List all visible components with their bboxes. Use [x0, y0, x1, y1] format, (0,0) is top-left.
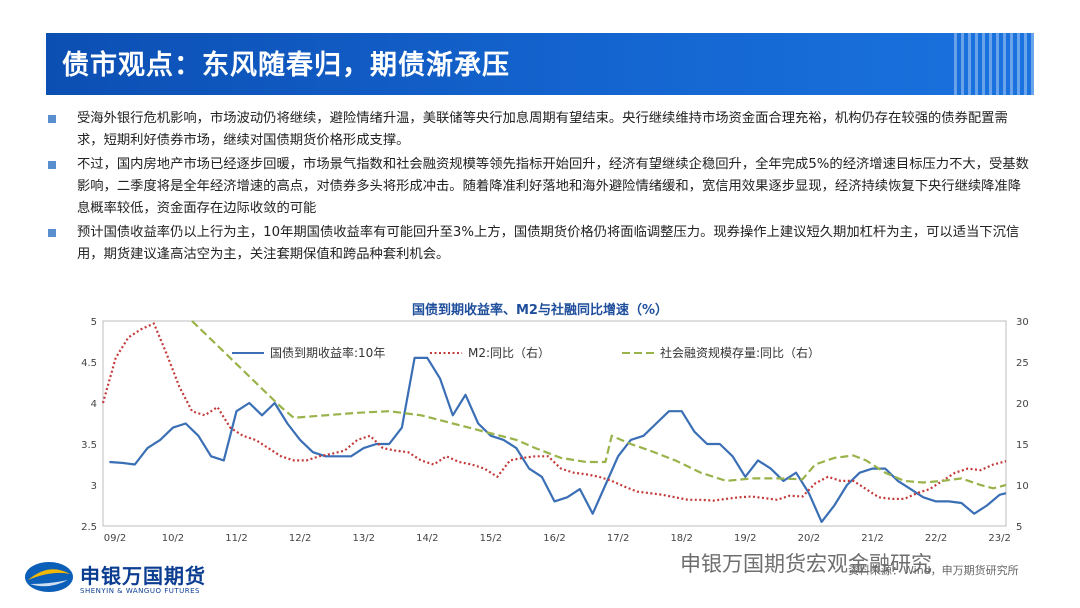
- bullet-square-icon: [48, 115, 56, 123]
- y-left-tick-label: 5: [91, 317, 97, 328]
- legend-label: 社会融资规模存量:同比（右）: [660, 345, 820, 360]
- bullet-item: 预计国债收益率仍以上行为主，10年期国债收益率有可能回升至3%上方，国债期货价格…: [44, 222, 1034, 266]
- logo-english-name: SHENYIN & WANGUO FUTURES: [80, 587, 200, 595]
- x-tick-label: 10/2: [162, 533, 184, 544]
- plot-frame: [102, 320, 1007, 527]
- x-tick-label: 19/2: [734, 533, 756, 544]
- bullet-item: 不过，国内房地产市场已经逐步回暖，市场景气指数和社会融资规模等领先指标开始回升，…: [44, 154, 1034, 220]
- bullet-text: 受海外银行危机影响，市场波动仍将继续，避险情绪升温，美联储等央行加息周期有望结束…: [77, 111, 1008, 148]
- y-left-tick-label: 3.5: [81, 440, 97, 451]
- legend-label: M2:同比（右）: [468, 345, 550, 360]
- company-logo: 申银万国期货 SHENYIN & WANGUO FUTURES: [24, 556, 224, 600]
- series-line-3: [191, 320, 1007, 490]
- bullet-square-icon: [48, 161, 56, 169]
- y-right-tick-label: 10: [1016, 481, 1029, 492]
- y-right-tick-label: 20: [1016, 399, 1029, 410]
- x-tick-label: 16/2: [543, 533, 565, 544]
- source-note: 资料来源：Wind，申万期货研究所: [848, 564, 1019, 577]
- legend-label: 国债到期收益率:10年: [270, 345, 385, 360]
- x-tick-label: 12/2: [289, 533, 311, 544]
- y-left-tick-label: 4.5: [81, 358, 97, 369]
- y-right-tick-label: 15: [1016, 440, 1029, 451]
- bullet-text: 不过，国内房地产市场已经逐步回暖，市场景气指数和社会融资规模等领先指标开始回升，…: [77, 157, 1029, 216]
- bullet-list: 受海外银行危机影响，市场波动仍将继续，避险情绪升温，美联储等央行加息周期有望结束…: [44, 108, 1034, 268]
- y-right-tick-label: 25: [1016, 358, 1029, 369]
- y-left-tick-label: 3: [91, 481, 97, 492]
- slide-title: 债市观点：东风随春归，期债渐承压: [62, 50, 510, 81]
- header-stripes: [954, 33, 1034, 95]
- bullet-square-icon: [48, 229, 56, 237]
- logo-chinese-name: 申银万国期货: [80, 564, 206, 588]
- logo-emblem-icon: [25, 562, 73, 592]
- x-tick-label: 18/2: [670, 533, 692, 544]
- series-line-2: [101, 322, 1007, 502]
- x-tick-label: 21/2: [861, 533, 883, 544]
- watermark-text: 申银万国期货宏观金融研究: [680, 552, 932, 576]
- slide-header: 债市观点：东风随春归，期债渐承压: [46, 33, 1034, 95]
- x-tick-label: 17/2: [607, 533, 629, 544]
- x-tick-label: 15/2: [480, 533, 502, 544]
- x-tick-label: 23/2: [988, 533, 1010, 544]
- x-tick-label: 13/2: [352, 533, 374, 544]
- bullet-item: 受海外银行危机影响，市场波动仍将继续，避险情绪升温，美联储等央行加息周期有望结束…: [44, 108, 1034, 152]
- y-right-tick-label: 30: [1016, 317, 1029, 328]
- x-tick-label: 09/2: [104, 533, 126, 544]
- x-tick-label: 22/2: [925, 533, 947, 544]
- x-tick-label: 20/2: [798, 533, 820, 544]
- y-left-tick-label: 4: [91, 399, 97, 410]
- y-left-tick-label: 2.5: [81, 522, 97, 533]
- y-right-tick-label: 5: [1016, 522, 1022, 533]
- bullet-text: 预计国债收益率仍以上行为主，10年期国债收益率有可能回升至3%上方，国债期货价格…: [77, 225, 1020, 262]
- x-tick-label: 14/2: [416, 533, 438, 544]
- x-tick-label: 11/2: [225, 533, 247, 544]
- chart-title: 国债到期收益率、M2与社融同比增速（%）: [411, 303, 668, 318]
- series-line-1: [109, 356, 1007, 523]
